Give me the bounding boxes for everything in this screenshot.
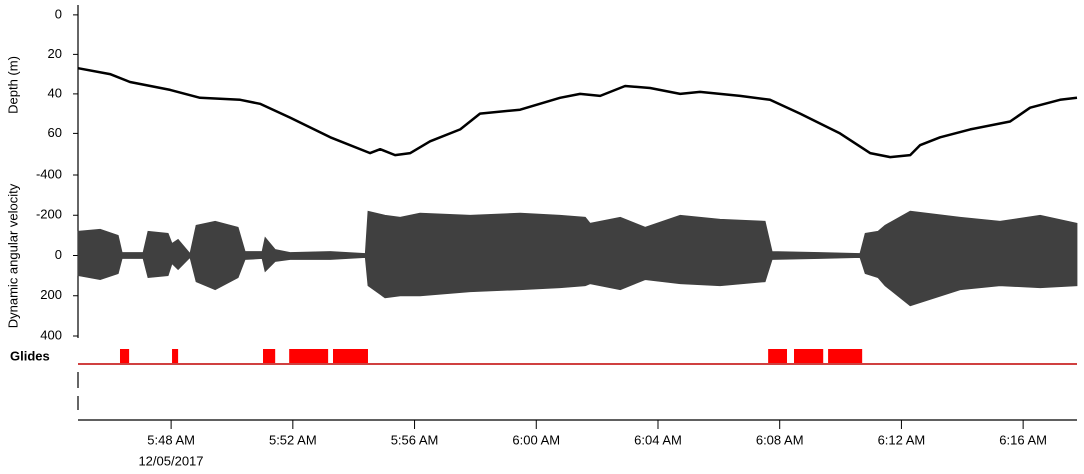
glide: [794, 349, 824, 363]
x-tick-label: 6:12 AM: [878, 432, 926, 447]
glide: [289, 349, 329, 363]
x-tick-label: 5:52 AM: [269, 432, 317, 447]
row-label: Glides: [10, 348, 50, 363]
glide: [119, 349, 130, 363]
x-tick-label: 6:04 AM: [634, 432, 682, 447]
depth-line: [77, 66, 1078, 159]
glide: [768, 349, 788, 363]
y-tick-label: -400: [36, 166, 62, 181]
y-tick-label: 200: [40, 287, 62, 302]
x-tick-label: 6:08 AM: [756, 432, 804, 447]
y-axis-title: Dynamic angular velocity: [5, 183, 20, 328]
velocity-band: [77, 210, 1078, 307]
x-tick-label: 5:56 AM: [391, 432, 439, 447]
y-tick-label: 60: [48, 125, 62, 140]
y-tick-label: 0: [55, 247, 62, 262]
y-axis-title: Depth (m): [5, 56, 20, 114]
y-tick-label: 20: [48, 46, 62, 61]
y-tick-label: 0: [55, 6, 62, 21]
glide: [172, 349, 179, 363]
x-tick-label: 6:00 AM: [512, 432, 560, 447]
glide: [828, 349, 863, 363]
y-tick-label: 400: [40, 327, 62, 342]
date-label: 12/05/2017: [138, 453, 203, 468]
x-tick-label: 6:16 AM: [999, 432, 1047, 447]
y-tick-label: 40: [48, 85, 62, 100]
glide: [263, 349, 276, 363]
y-tick-label: -200: [36, 207, 62, 222]
glide: [332, 349, 368, 363]
x-tick-label: 5:48 AM: [147, 432, 195, 447]
